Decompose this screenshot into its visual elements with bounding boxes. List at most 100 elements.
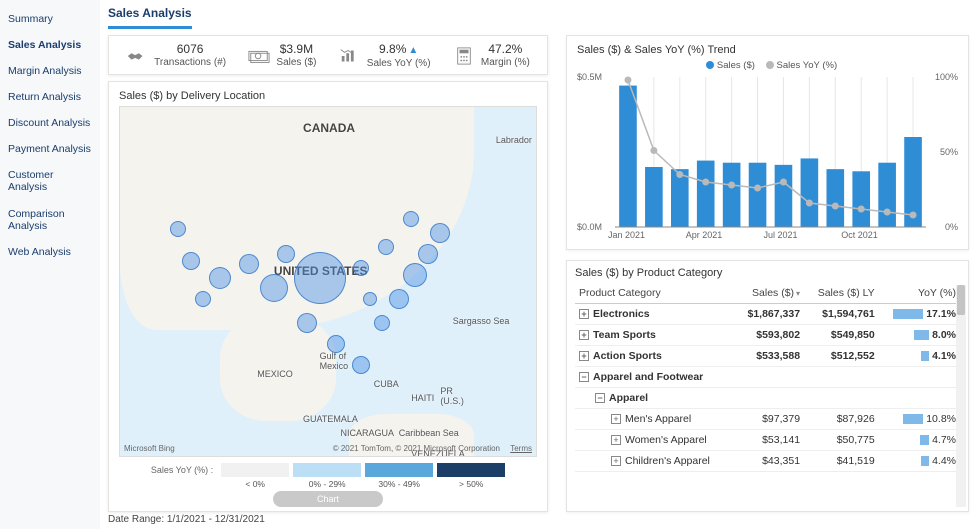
legend-swatch[interactable]: < 0% [221,463,289,477]
map-legend: Sales YoY (%) : < 0%0% - 29%30% - 49%> 5… [119,463,537,477]
sidebar: SummarySales AnalysisMargin AnalysisRetu… [0,0,100,529]
trend-dot[interactable] [754,185,761,192]
sidebar-item-comparison-analysis[interactable]: Comparison Analysis [0,201,100,239]
trend-bar[interactable] [852,171,870,227]
legend-swatch[interactable]: > 50% [437,463,505,477]
table-title: Sales ($) by Product Category [575,267,960,279]
map-bubble[interactable] [378,239,394,255]
map-copyright: © 2021 TomTom, © 2021 Microsoft Corporat… [333,444,500,453]
yoy-bar [921,456,929,466]
date-range: Date Range: 1/1/2021 - 12/31/2021 [108,514,969,525]
col-header[interactable]: Product Category [575,283,735,304]
trend-dot[interactable] [650,147,657,154]
trend-dot[interactable] [702,179,709,186]
label-gulf: Gulf of Mexico [320,351,349,371]
map-bubble[interactable] [403,211,419,227]
trend-card: Sales ($) & Sales YoY (%) Trend Sales ($… [566,35,969,250]
trend-dot[interactable] [780,179,787,186]
map-bubble[interactable] [277,245,295,263]
map-terms-link[interactable]: Terms [510,444,532,453]
map-bubble[interactable] [294,252,346,304]
sidebar-item-customer-analysis[interactable]: Customer Analysis [0,162,100,200]
calculator-icon [453,47,475,65]
trend-dot[interactable] [884,209,891,216]
table-row[interactable]: −Apparel and Footwear [575,367,960,388]
map-bubble[interactable] [182,252,200,270]
map-card: Sales ($) by Delivery Location CANADA UN… [108,81,548,512]
map-bubble[interactable] [430,223,450,243]
table-row[interactable]: +Team Sports$593,802$549,8508.0% [575,325,960,346]
yoy-bar [920,435,929,445]
sidebar-item-sales-analysis[interactable]: Sales Analysis [0,32,100,58]
trend-bar[interactable] [775,165,793,227]
trend-bar[interactable] [723,163,741,227]
table-row[interactable]: +Action Sports$533,588$512,5524.1% [575,346,960,367]
expander[interactable]: − [595,393,605,403]
expander[interactable]: + [611,456,621,466]
expander[interactable]: + [579,330,589,340]
trend-dot[interactable] [858,206,865,213]
expander[interactable]: + [579,309,589,319]
sidebar-item-web-analysis[interactable]: Web Analysis [0,239,100,265]
map-bubble[interactable] [209,267,231,289]
x-tick: Apr 2021 [686,230,723,240]
trend-bar[interactable] [619,86,637,227]
table-row[interactable]: +Children's Apparel$43,351$41,5194.4% [575,451,960,472]
label-labrador: Labrador [496,135,532,145]
kpi-yoy: 9.8%▲Sales YoY (%) [339,42,431,70]
trend-bar[interactable] [749,163,767,227]
trend-dot[interactable] [806,200,813,207]
sidebar-item-discount-analysis[interactable]: Discount Analysis [0,110,100,136]
col-header[interactable]: Sales ($) LY [804,283,879,304]
expander[interactable]: + [579,351,589,361]
legend-dot-yoy [766,61,774,69]
sidebar-item-margin-analysis[interactable]: Margin Analysis [0,58,100,84]
table-row[interactable]: −Apparel [575,388,960,409]
handshake-icon [126,47,148,65]
trend-bar[interactable] [878,163,896,227]
trend-bar[interactable] [697,161,715,227]
trend-up-icon: ▲ [408,45,418,56]
sidebar-item-payment-analysis[interactable]: Payment Analysis [0,136,100,162]
col-header[interactable]: YoY (%) [879,283,960,304]
map-bubble[interactable] [403,263,427,287]
table-row[interactable]: +Men's Apparel$97,379$87,92610.8% [575,409,960,430]
table-row[interactable]: +Women's Apparel$53,141$50,7754.7% [575,430,960,451]
label-caribbean: Caribbean Sea [399,428,459,438]
trend-dot[interactable] [676,171,683,178]
trend-dot[interactable] [728,182,735,189]
trend-dot[interactable] [910,212,917,219]
map-area[interactable]: CANADA UNITED STATES MEXICO Gulf of Mexi… [119,106,537,457]
trend-dot[interactable] [832,203,839,210]
label-mexico: MEXICO [257,369,293,379]
map-bubble[interactable] [374,315,390,331]
row-name: Children's Apparel [625,455,710,467]
map-bubble[interactable] [239,254,259,274]
trend-bar[interactable] [645,167,663,227]
table-row[interactable]: +Electronics$1,867,337$1,594,76117.1% [575,304,960,325]
sidebar-item-return-analysis[interactable]: Return Analysis [0,84,100,110]
expander[interactable]: + [611,414,621,424]
sidebar-item-summary[interactable]: Summary [0,6,100,32]
x-tick: Oct 2021 [841,230,878,240]
map-bubble[interactable] [389,289,409,309]
trend-bar[interactable] [801,158,819,227]
row-name: Team Sports [593,329,656,341]
trend-dot[interactable] [624,77,631,84]
trend-legend: Sales ($) Sales YoY (%) [577,60,958,71]
expander[interactable]: − [579,372,589,382]
col-header[interactable]: Sales ($) [735,283,805,304]
map-bubble[interactable] [363,292,377,306]
scrollbar[interactable] [956,285,966,507]
legend-swatch[interactable]: 0% - 29% [293,463,361,477]
chart-button[interactable]: Chart [273,491,383,507]
legend-swatch[interactable]: 30% - 49% [365,463,433,477]
scroll-thumb[interactable] [957,285,965,315]
map-bubble[interactable] [418,244,438,264]
map-bubble[interactable] [352,356,370,374]
trend-plot[interactable]: $0.0M$0.5M0%50%100%Jan 2021Apr 2021Jul 2… [577,73,958,245]
map-bubble[interactable] [353,260,369,276]
trend-bar[interactable] [826,169,844,227]
map-title: Sales ($) by Delivery Location [119,90,537,102]
expander[interactable]: + [611,435,621,445]
